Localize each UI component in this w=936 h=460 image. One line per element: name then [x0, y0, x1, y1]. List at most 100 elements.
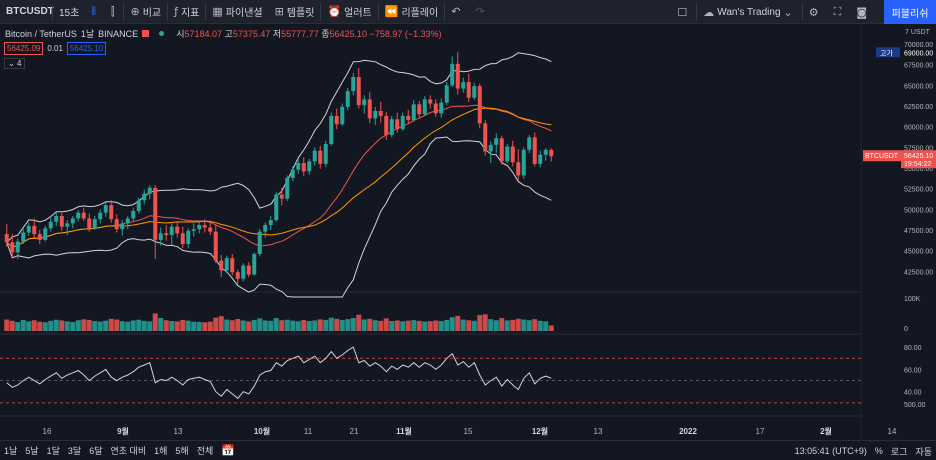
candle-body [516, 162, 521, 176]
candle-body [103, 205, 108, 213]
fullscreen-toggle-button[interactable]: ☐ [671, 0, 696, 24]
price-tick-label: 65000.00 [904, 83, 933, 90]
candle-body [329, 115, 334, 145]
range-5d[interactable]: 5날 [25, 446, 39, 456]
time-tick-label: 16 [43, 427, 52, 436]
volume-bar [334, 318, 340, 331]
candle-body [301, 163, 306, 172]
volume-bar [433, 320, 439, 331]
price-chart[interactable]: 7 USDT 70000.00 67500.00 65000.00 62500.00 60… [0, 0, 936, 440]
divider [444, 3, 446, 20]
countdown-label: 19:54:22 [904, 161, 931, 168]
alarm-icon: ⏰ [327, 5, 342, 18]
auto-toggle[interactable]: 자동 [915, 446, 932, 457]
square-icon: ☐ [677, 5, 688, 19]
rsi-line [6, 346, 552, 400]
settings-button[interactable]: ⚙ [803, 0, 828, 24]
volume-bars [4, 313, 554, 331]
bar-style-button[interactable]: ⫿ [105, 0, 124, 24]
volume-bar [262, 320, 268, 331]
layout-selector[interactable]: ☁ Wan's Trading ⌄ [697, 0, 801, 24]
log-toggle[interactable]: 로그 [890, 446, 908, 457]
volume-bar [20, 319, 26, 331]
undo-button[interactable]: ↶ [445, 0, 469, 24]
price-axis[interactable]: 7 USDT 70000.00 67500.00 65000.00 62500.00 60… [862, 24, 936, 440]
volume-bar [306, 321, 312, 331]
high-label: 고가 [880, 48, 893, 57]
templates-button[interactable]: ⊞ 템플릿 [269, 0, 321, 24]
volume-bar [493, 320, 499, 331]
volume-bar [174, 321, 180, 331]
candle-body [362, 99, 367, 106]
range-all[interactable]: 전체 [196, 446, 214, 456]
ohlc-values: 시57184.07 고57375.47 저55777.77 종56425.10 … [176, 27, 441, 40]
interval-label: 1날 [80, 29, 95, 39]
range-5y[interactable]: 5해 [175, 446, 189, 456]
volume-bar [59, 320, 65, 331]
volume-bar [185, 320, 191, 331]
symbol-search[interactable]: BTCUSDT [6, 6, 54, 17]
time-tick-label: 13 [174, 427, 183, 436]
sell-button[interactable]: 56425.09 [4, 42, 44, 55]
chart-type-button[interactable]: ⫴ [85, 0, 105, 24]
expand-button[interactable]: ⛶ [828, 0, 851, 24]
candle-body [428, 99, 433, 104]
buy-button[interactable]: 56425.10 [66, 42, 107, 55]
redo-button[interactable]: ↷ [469, 0, 493, 24]
volume-bar [125, 321, 131, 331]
volume-bar [356, 314, 362, 331]
time-tick-label: 13 [594, 427, 603, 436]
date-range-button[interactable]: 📅 [217, 444, 242, 457]
indicators-toggle[interactable]: ⌄ 4 [4, 58, 26, 69]
indicators-button[interactable]: ƒ 지표 [168, 0, 205, 24]
market-status-icon [159, 31, 165, 36]
range-1y[interactable]: 1해 [154, 446, 168, 456]
range-3m[interactable]: 3달 [67, 446, 82, 456]
volume-bar [136, 319, 142, 331]
indicators-count: 4 [16, 59, 22, 68]
range-ytd[interactable]: 연초 대비 [110, 446, 147, 456]
replay-button[interactable]: ⏪ 리플레이 [379, 0, 445, 24]
candle-body [455, 63, 460, 89]
time-tick-label: 15 [464, 427, 473, 436]
interval-selector[interactable]: 15초 [53, 0, 85, 24]
chevron-down-icon: ⌄ [783, 5, 793, 19]
alert-button[interactable]: ⏰ 얼러트 [321, 0, 377, 24]
candle-body [252, 253, 257, 275]
compare-button[interactable]: ⊕ 비교 [124, 0, 167, 24]
volume-bar [290, 320, 296, 331]
volume-bar [158, 318, 164, 331]
replay-label: 리플레이 [401, 8, 439, 19]
candle-body [549, 149, 554, 157]
candle-body [48, 221, 53, 229]
time-axis[interactable]: 16 9월 13 10월 11 21 11월 15 12월 13 2022 17 2월 14 [43, 426, 897, 436]
volume-bar [191, 321, 197, 331]
spread-value: 0.01 [47, 44, 63, 53]
volume-tick-label: 100K [904, 296, 921, 303]
candle-body [230, 258, 235, 273]
volume-bar [455, 315, 461, 331]
bollinger-bands [6, 52, 552, 298]
range-1m[interactable]: 1달 [46, 446, 60, 456]
volume-bar [405, 320, 411, 331]
candle-body [21, 232, 26, 242]
volume-bar [361, 319, 367, 331]
compare-label: 비교 [142, 8, 162, 19]
volume-bar [224, 319, 230, 331]
publish-button[interactable]: 퍼블리쉬 [884, 0, 936, 24]
volume-bar [240, 320, 246, 331]
range-6m[interactable]: 6달 [89, 446, 103, 456]
time-tick-label: 9월 [117, 426, 129, 436]
snapshot-button[interactable]: ◙ [850, 0, 876, 24]
range-1d[interactable]: 1날 [4, 446, 18, 456]
financials-button[interactable]: ▦ 파이낸셜 [206, 0, 268, 24]
candle-body [268, 220, 273, 226]
price-tick-label: 67500.00 [904, 63, 933, 70]
current-price-badge [901, 150, 936, 169]
candle-body [87, 218, 92, 229]
candle-body [323, 144, 328, 164]
clock[interactable]: 13:05:41 (UTC+9) [794, 446, 867, 456]
percent-toggle[interactable]: % [874, 446, 883, 456]
volume-bar [42, 322, 48, 331]
volume-bar [119, 321, 125, 331]
